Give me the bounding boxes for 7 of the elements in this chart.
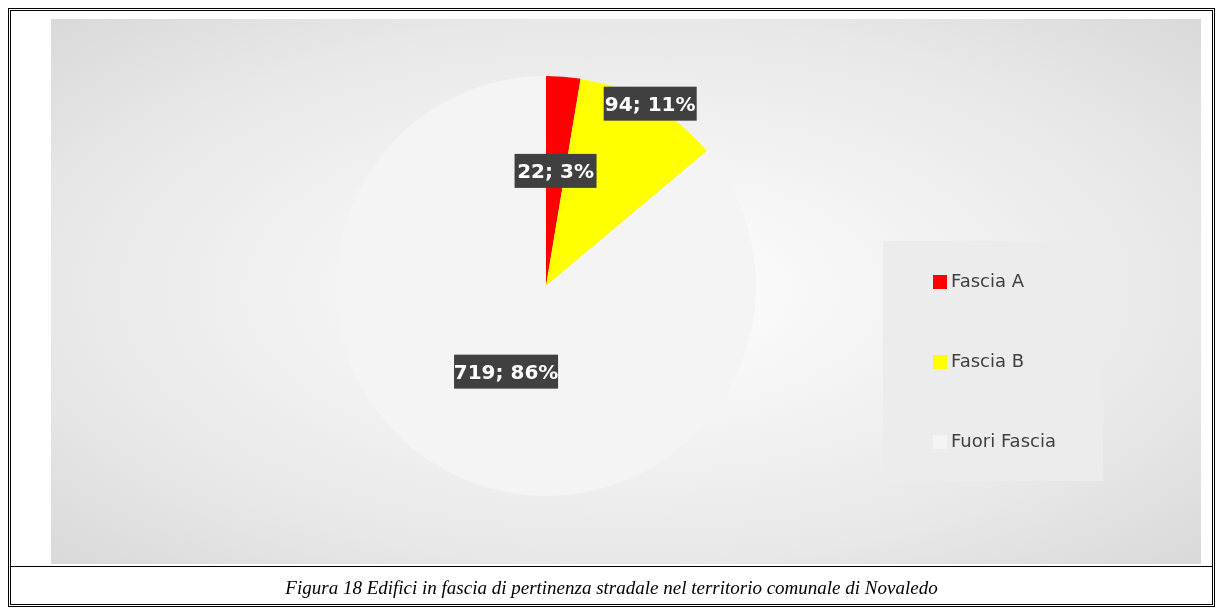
legend-label: Fascia B <box>951 350 1025 371</box>
data-label: 719; 86% <box>453 359 559 384</box>
legend-label: Fascia A <box>951 270 1025 291</box>
data-label: 22; 3% <box>517 158 594 183</box>
legend-label: Fuori Fascia <box>951 430 1056 451</box>
text: Figura 18 Edifici in fascia di pertinenza stradale nel territorio comunale di Novaledo <box>284 577 939 599</box>
data-label: 94; 11% <box>604 91 696 116</box>
